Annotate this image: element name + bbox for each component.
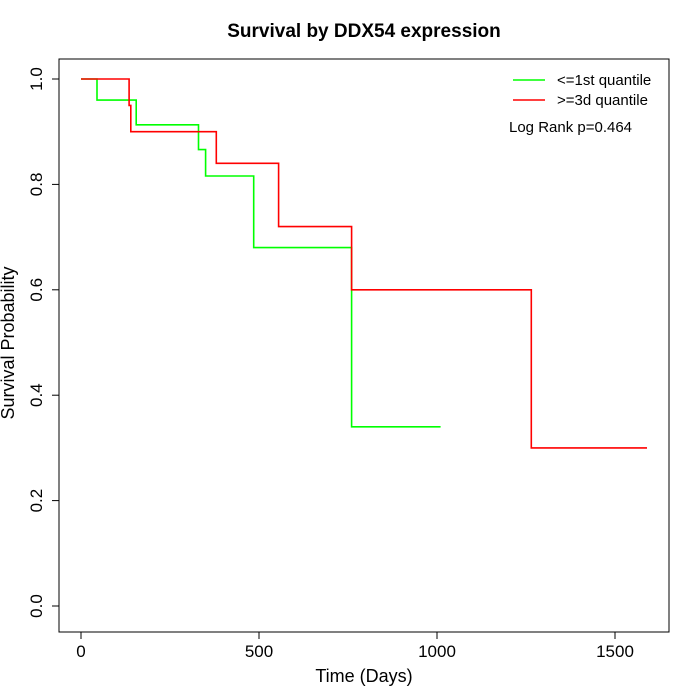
x-tick-label: 0 [76,642,85,661]
legend-label: >=3d quantile [557,92,648,109]
legend-label: <=1st quantile [557,72,651,89]
legend: <=1st quantile >=3d quantile [513,72,651,109]
y-tick-label: 0.4 [27,383,46,407]
y-tick-label: 0.8 [27,173,46,197]
chart-title: Survival by DDX54 expression [227,21,501,42]
series-layer [81,78,647,449]
y-axis: 0.0 0.2 0.4 0.6 0.8 1.0 [27,67,60,618]
y-tick-label: 0.2 [27,489,46,513]
log-rank-annotation: Log Rank p=0.464 [509,119,632,136]
y-axis-label: Survival Probability [0,266,18,419]
y-tick-label: 0.0 [27,594,46,618]
x-tick-label: 1500 [596,642,634,661]
x-axis-label: Time (Days) [315,666,412,686]
series-line-1 [81,78,647,449]
y-tick-label: 1.0 [27,67,46,91]
x-tick-label: 500 [245,642,273,661]
series-line-0 [81,78,441,428]
x-tick-label: 1000 [418,642,456,661]
y-tick-label: 0.6 [27,278,46,302]
x-axis: 0 500 1000 1500 [76,631,634,661]
